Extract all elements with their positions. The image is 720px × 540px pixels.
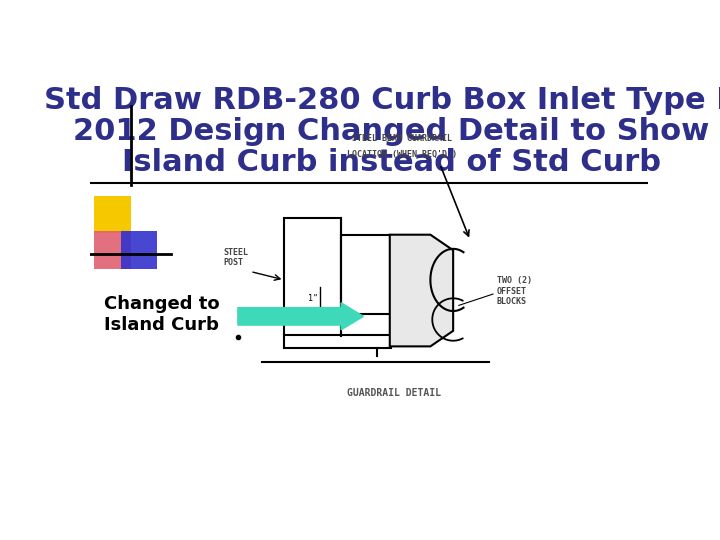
Text: STEEL
POST: STEEL POST (224, 248, 248, 267)
Bar (284, 335, 390, 348)
Text: 2012 Design Changed Detail to Show: 2012 Design Changed Detail to Show (73, 117, 709, 146)
Bar (284, 218, 341, 336)
Polygon shape (390, 235, 453, 346)
Bar (94, 231, 131, 268)
FancyArrow shape (238, 303, 364, 330)
Text: LOCATION (WHEN REQ'D.): LOCATION (WHEN REQ'D.) (347, 150, 457, 159)
Bar (121, 231, 157, 268)
Text: STEEL BEAM GUARDRAIL: STEEL BEAM GUARDRAIL (352, 134, 452, 143)
Text: GUARDRAIL DETAIL: GUARDRAIL DETAIL (347, 388, 441, 398)
Text: Std Draw RDB-280 Curb Box Inlet Type B: Std Draw RDB-280 Curb Box Inlet Type B (44, 86, 720, 114)
Bar (341, 235, 390, 314)
Text: 1": 1" (307, 294, 318, 303)
Text: Island Curb instead of Std Curb: Island Curb instead of Std Curb (122, 148, 661, 177)
Text: Changed to
Island Curb: Changed to Island Curb (104, 295, 220, 334)
Text: TWO (2)
OFFSET
BLOCKS: TWO (2) OFFSET BLOCKS (497, 276, 532, 306)
Bar (94, 196, 131, 233)
